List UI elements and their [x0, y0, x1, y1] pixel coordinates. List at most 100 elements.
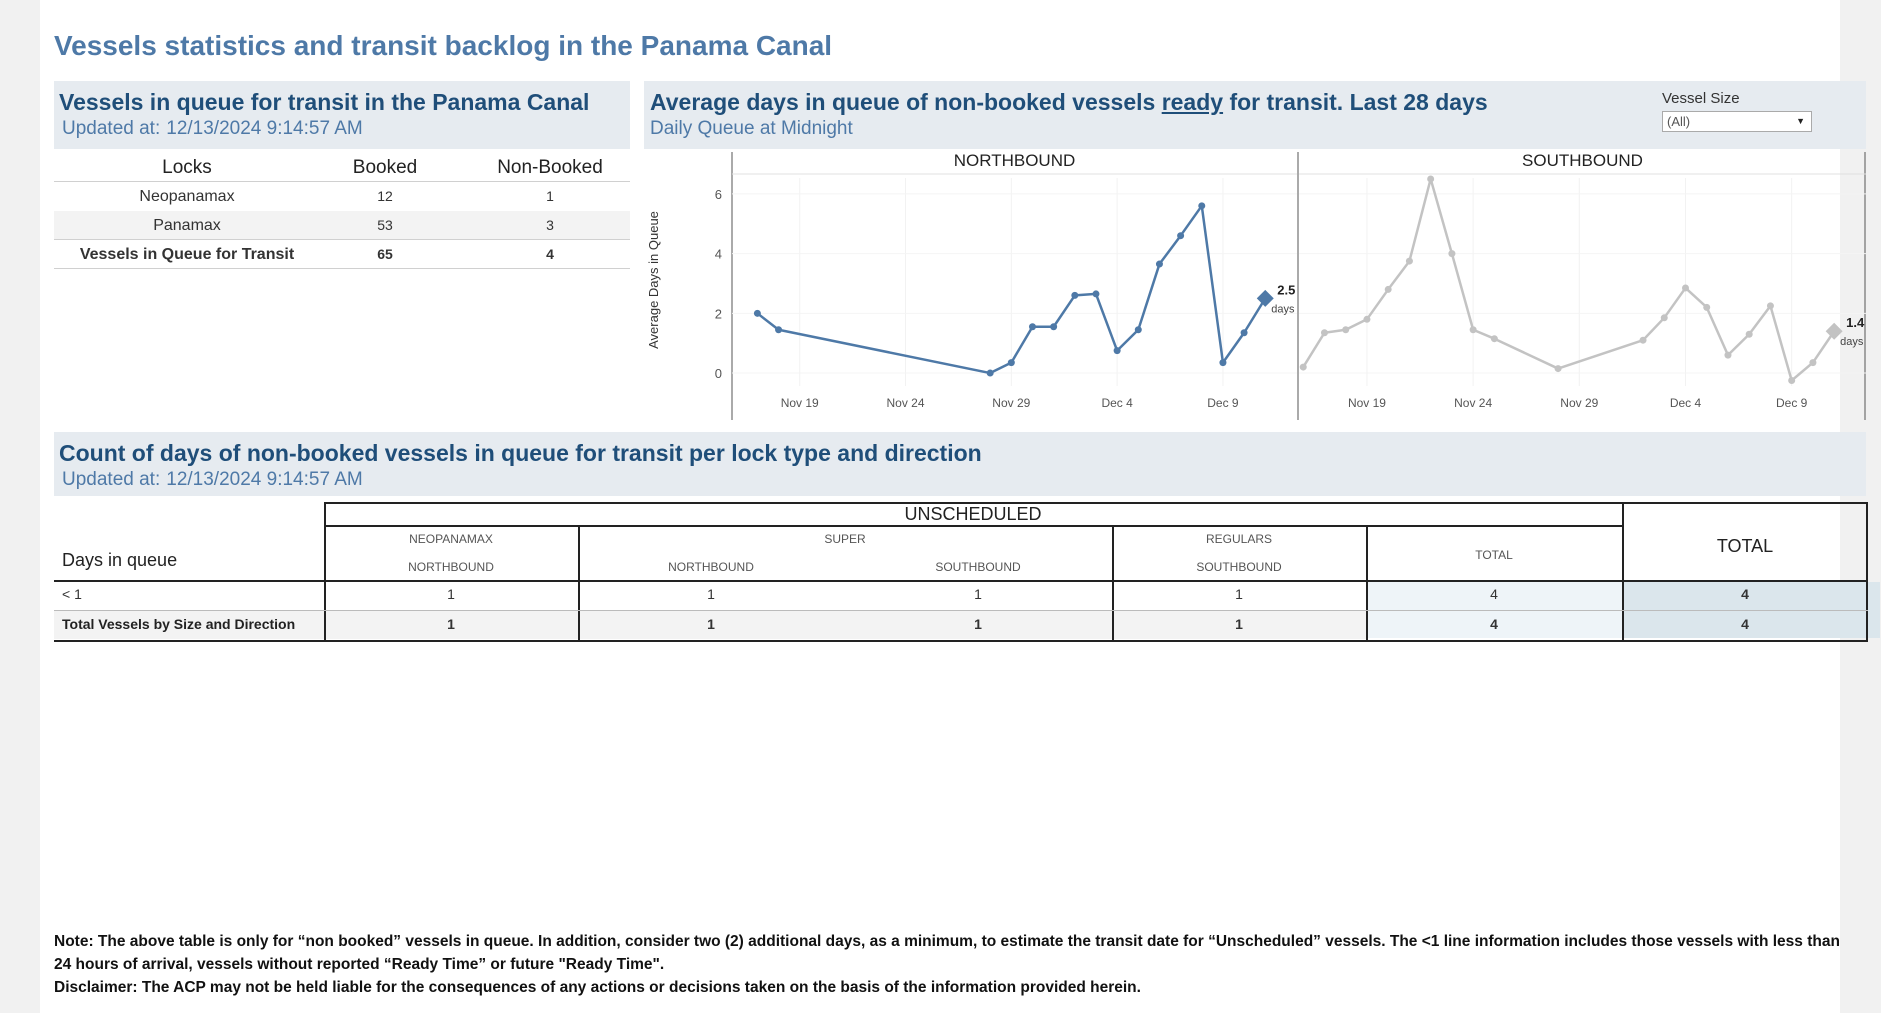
non-booked-value: 4 [546, 246, 554, 262]
col-size-regulars: REGULARS [1205, 532, 1273, 546]
data-point [1363, 315, 1371, 323]
data-point [1342, 326, 1350, 334]
data-point [1703, 303, 1711, 311]
last-value-label: 2.5 [1277, 282, 1295, 297]
data-point [1490, 335, 1498, 343]
count-panel-updated: Updated at: 12/13/2024 9:14:57 AM [62, 469, 363, 491]
last-value-label: 1.4 [1846, 315, 1865, 330]
data-point [986, 369, 994, 377]
data-point [1554, 365, 1562, 373]
x-tick-label: Nov 29 [1560, 396, 1598, 410]
footnote: Note: The above table is only for “non b… [54, 930, 1844, 999]
x-tick-label: Dec 9 [1776, 396, 1808, 410]
queue-panel-updated: Updated at: 12/13/2024 9:14:57 AM [62, 118, 363, 140]
col-size-super: SUPER [824, 532, 866, 546]
cell-value: 1 [974, 616, 982, 632]
col-header-booked: Booked [352, 157, 418, 178]
page-title: Vessels statistics and transit backlog i… [54, 30, 833, 61]
data-point [1745, 330, 1753, 338]
days-panel-title: Average days in queue of non-booked vess… [650, 89, 1488, 115]
disclaimer-text: Disclaimer: The ACP may not be held liab… [54, 979, 1141, 996]
table-row[interactable]: Panamax 53 3 [54, 211, 630, 240]
data-point [1134, 326, 1142, 334]
data-point [1788, 377, 1796, 385]
count-table: Days in queue UNSCHEDULED TOTAL NEOPANAM… [54, 500, 1880, 642]
updated-value: 12/13/2024 9:14:57 AM [166, 118, 363, 139]
chart-title: SOUTHBOUND [1522, 151, 1643, 170]
last-value-unit: days [1271, 303, 1295, 315]
cell-value: 1 [1235, 616, 1243, 632]
data-point [1240, 329, 1248, 337]
non-booked-value: 3 [546, 217, 554, 233]
col-header-locks: Locks [162, 157, 212, 178]
chevron-down-icon: ▼ [1796, 116, 1805, 126]
data-point [1028, 323, 1036, 331]
data-point [1155, 260, 1163, 268]
ready-link[interactable]: ready [1161, 89, 1224, 115]
queue-table-header: Locks Booked Non-Booked [54, 153, 630, 182]
data-point [1320, 329, 1328, 337]
booked-value: 12 [377, 188, 393, 204]
vessel-size-value: (All) [1667, 114, 1691, 129]
vessel-size-dropdown[interactable]: (All) ▼ [1662, 111, 1812, 132]
x-tick-label: Dec 4 [1670, 396, 1702, 410]
data-point [1639, 336, 1647, 344]
days-panel-subtitle: Daily Queue at Midnight [650, 118, 853, 139]
col-dir-northbound: NORTHBOUND [668, 560, 754, 574]
data-point [1219, 359, 1227, 367]
cell-value: 1 [707, 616, 715, 632]
data-point [1766, 302, 1774, 310]
count-panel-header: Count of days of non-booked vessels in q… [54, 432, 1866, 496]
data-point [1113, 347, 1121, 355]
cell-value: 1 [974, 586, 982, 602]
x-tick-label: Nov 24 [887, 396, 925, 410]
queue-panel-header: Vessels in queue for transit in the Pana… [54, 81, 630, 149]
data-point [1299, 363, 1307, 371]
col-dir-southbound: SOUTHBOUND [1196, 560, 1282, 574]
cell-value: 4 [1490, 586, 1498, 602]
data-point [1448, 250, 1456, 258]
x-tick-label: Nov 19 [1348, 396, 1386, 410]
booked-value: 53 [377, 217, 393, 233]
cell-value: 1 [447, 616, 455, 632]
series-line [756, 204, 1267, 375]
table-row[interactable]: Neopanamax 12 1 [54, 182, 630, 211]
data-point [1809, 359, 1817, 367]
unscheduled-header: UNSCHEDULED [904, 504, 1042, 524]
data-point [1198, 202, 1206, 210]
cell-value: 1 [707, 586, 715, 602]
data-point [775, 326, 783, 334]
data-point [1427, 175, 1435, 183]
data-point [1384, 285, 1392, 293]
data-point [1007, 359, 1015, 367]
data-point [1469, 326, 1477, 334]
row-total: 4 [1741, 586, 1749, 602]
updated-value: 12/13/2024 9:14:57 AM [166, 469, 363, 490]
data-point [753, 309, 761, 317]
y-tick-label: 4 [715, 247, 722, 262]
y-axis-label: Average Days in Queue [646, 211, 661, 349]
note-text: Note: The above table is only for “non b… [54, 933, 1840, 973]
x-tick-label: Dec 4 [1101, 396, 1133, 410]
data-point [1660, 314, 1668, 322]
lock-name: Neopanamax [139, 188, 235, 205]
y-tick-label: 0 [715, 366, 722, 381]
data-point [1681, 284, 1689, 292]
col-dir-southbound: SOUTHBOUND [935, 560, 1021, 574]
days-panel-header: Average days in queue of non-booked vess… [644, 81, 1866, 149]
cell-value: 1 [447, 586, 455, 602]
col-total-unscheduled: TOTAL [1475, 548, 1513, 562]
cell-value: 1 [1235, 586, 1243, 602]
vessel-size-label: Vessel Size [1662, 90, 1740, 107]
row-label: < 1 [62, 586, 82, 602]
series-line [1302, 177, 1836, 382]
lock-name: Panamax [153, 217, 221, 234]
last-value-unit: days [1840, 336, 1864, 348]
data-point [1050, 323, 1058, 331]
x-tick-label: Nov 24 [1454, 396, 1492, 410]
table-row-total[interactable]: Vessels in Queue for Transit 65 4 [54, 240, 630, 269]
days-in-queue-charts: Average Days in Queue NORTHBOUND Nov 19 Nov… [640, 150, 1866, 420]
data-point [1177, 232, 1185, 240]
updated-label: Updated at: [62, 118, 161, 139]
total-header: TOTAL [1716, 536, 1774, 556]
